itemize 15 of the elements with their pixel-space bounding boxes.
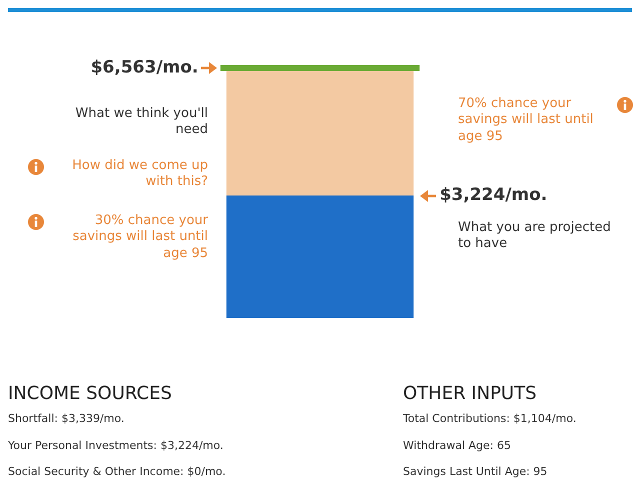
text: Your Personal Investments: $3,224/mo. xyxy=(8,439,224,453)
text: Savings Last Until Age: 95 xyxy=(403,465,548,479)
text: OTHER INPUTS xyxy=(403,383,537,406)
text: INCOME SOURCES xyxy=(8,383,172,406)
text: What you are projected to have xyxy=(458,220,612,252)
text: Total Contributions: $1,104/mo. xyxy=(403,412,576,426)
text: 30% chance your savings will last until age 95 xyxy=(72,213,208,262)
text: Social Security & Other Income: $0/mo. xyxy=(8,465,226,479)
text: $3,224/mo. xyxy=(440,184,548,205)
text: What we think you'll need xyxy=(74,106,208,138)
text: $6,563/mo. xyxy=(90,57,198,78)
text: 70% chance your savings will last until age 95 xyxy=(458,96,594,145)
text: How did we come up with this? xyxy=(71,158,208,190)
text: Withdrawal Age: 65 xyxy=(403,439,511,453)
text: Shortfall: $3,339/mo. xyxy=(8,412,124,426)
